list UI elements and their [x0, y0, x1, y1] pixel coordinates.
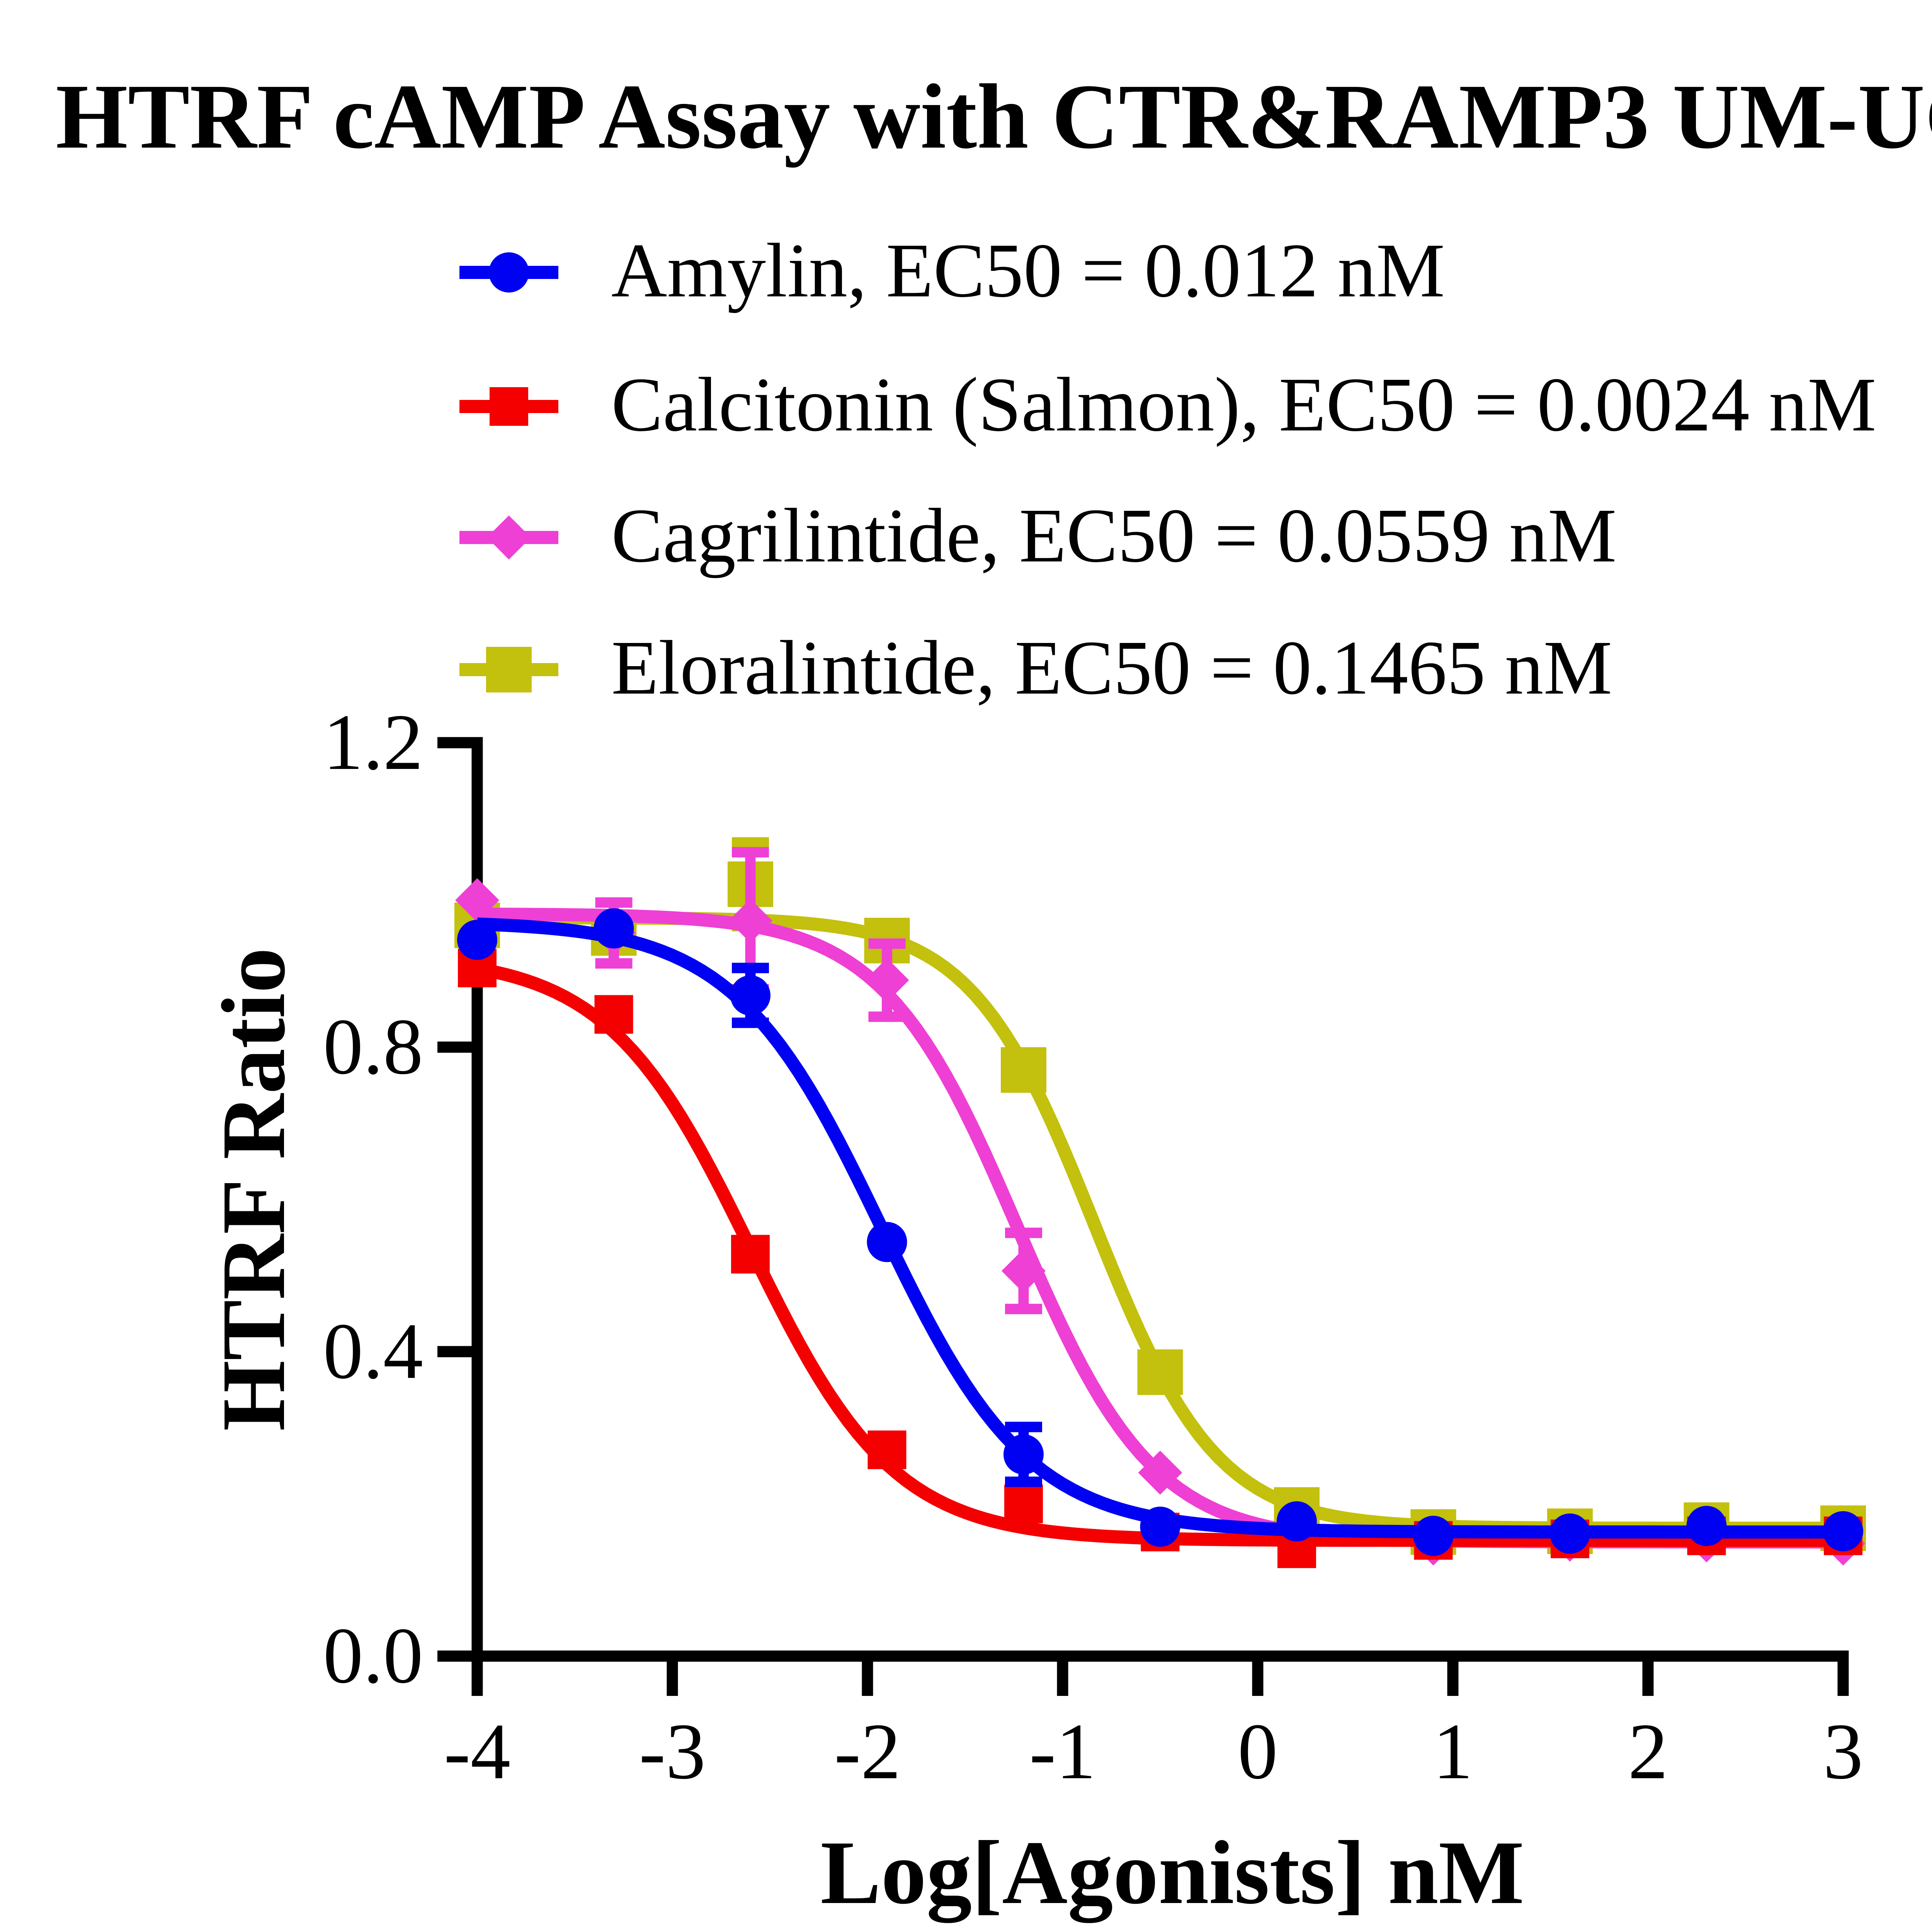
legend-label-cagrilintide: Cagrilintide, EC50 = 0.0559 nM [611, 493, 1617, 578]
data-point-square [1004, 1485, 1043, 1523]
data-point-circle [489, 252, 529, 293]
data-point-circle [730, 975, 770, 1016]
legend-marker-amylin [459, 252, 558, 293]
legend-marker-cagrilintide [459, 515, 558, 560]
data-point-square [486, 647, 532, 692]
fit-curve [477, 907, 1843, 1549]
x-axis-title: Log[Agonists] nM [820, 1822, 1524, 1923]
data-point-square [490, 387, 528, 426]
fit-curve [477, 911, 1843, 1535]
x-tick-label: -3 [639, 1707, 706, 1796]
y-axis-title: HTRF Ratio [203, 947, 304, 1431]
data-point-circle [1003, 1434, 1044, 1475]
legend-label-calcitonin: Calcitonin (Salmon), EC50 = 0.0024 nM [611, 362, 1876, 447]
data-point-diamond [487, 515, 531, 560]
legend: Amylin, EC50 = 0.012 nM Calcitonin (Salm… [459, 228, 1876, 711]
tick-labels: 0.0 0.4 0.8 1.2 -4 -3 -2 -1 0 1 2 3 [323, 698, 1863, 1796]
data-point-circle [867, 1222, 907, 1262]
data-point-diamond [728, 898, 772, 943]
fit-curve [477, 917, 1843, 1539]
data-point-circle [457, 920, 497, 960]
legend-item: Amylin, EC50 = 0.012 nM [459, 228, 1445, 313]
y-tick-label: 0.0 [323, 1611, 423, 1700]
y-tick-label: 0.8 [323, 1002, 423, 1091]
x-tick-label: -2 [834, 1707, 901, 1796]
x-tick-label: -4 [444, 1707, 510, 1796]
data-point-diamond [865, 958, 909, 1002]
data-point-square [867, 1430, 906, 1469]
y-tick-label: 0.4 [323, 1307, 423, 1395]
x-tick-label: 2 [1628, 1707, 1668, 1796]
data-point-square [594, 995, 633, 1034]
x-tick-label: -1 [1029, 1707, 1096, 1796]
data-point-diamond [455, 878, 499, 922]
x-tick-label: 1 [1433, 1707, 1473, 1796]
data-point-circle [1277, 1501, 1317, 1542]
legend-item: Eloralintide, EC50 = 0.1465 nM [459, 625, 1612, 711]
x-tick-label: 3 [1823, 1707, 1863, 1796]
legend-item: Cagrilintide, EC50 = 0.0559 nM [459, 493, 1617, 578]
legend-item: Calcitonin (Salmon), EC50 = 0.0024 nM [459, 362, 1876, 447]
series-amylin [457, 908, 1863, 1556]
legend-label-eloralintide: Eloralintide, EC50 = 0.1465 nM [611, 625, 1612, 711]
data-point-diamond [1002, 1249, 1046, 1293]
data-point-circle [1550, 1513, 1590, 1554]
data-point-square [1137, 1349, 1183, 1395]
y-tick-label: 1.2 [323, 698, 423, 786]
axes [437, 737, 1849, 1696]
x-tick-label: 0 [1238, 1707, 1278, 1796]
data-point-circle [1823, 1511, 1863, 1551]
plot-series [454, 837, 1866, 1568]
data-point-circle [1413, 1515, 1454, 1556]
legend-marker-eloralintide [459, 647, 558, 692]
legend-marker-calcitonin [459, 387, 558, 426]
legend-label-amylin: Amylin, EC50 = 0.012 nM [611, 228, 1445, 313]
data-point-square [1001, 1047, 1046, 1093]
data-point-circle [1140, 1507, 1180, 1547]
data-point-diamond [1138, 1451, 1182, 1495]
chart-title: HTRF cAMP Assay with CTR&RAMP3 UM-UC-3 (… [56, 65, 1932, 168]
data-point-circle [594, 908, 634, 949]
data-point-circle [1686, 1506, 1727, 1546]
data-point-square [731, 1235, 770, 1274]
